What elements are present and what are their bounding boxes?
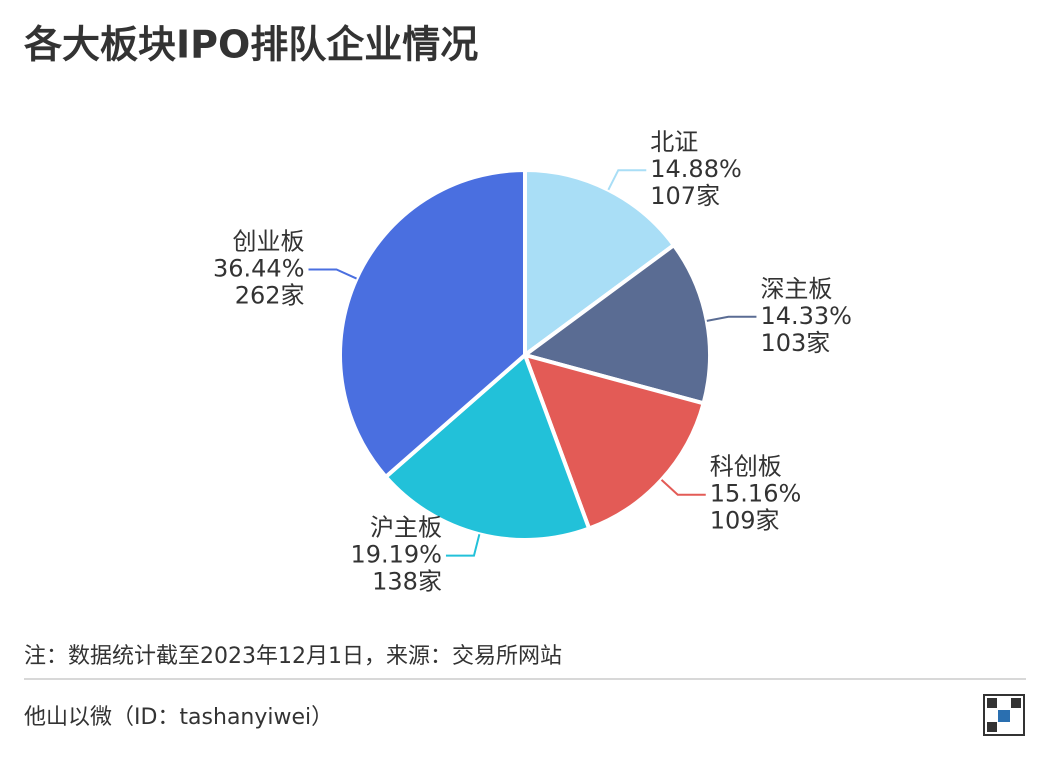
percent-label: 14.88% xyxy=(650,155,742,183)
slice-label: 科创板 xyxy=(710,453,782,481)
count-label: 262家 xyxy=(235,281,305,309)
slice-label: 沪主板 xyxy=(370,514,442,542)
note: 注：数据统计截至2023年12月1日，来源：交易所网站 xyxy=(24,644,562,669)
leader-line xyxy=(445,534,481,557)
pie-slice xyxy=(523,243,712,406)
count-label: 103家 xyxy=(760,329,830,357)
slice-label: 北证 xyxy=(650,128,698,156)
percent-label: 19.19% xyxy=(350,541,442,569)
leader-line xyxy=(308,268,357,280)
leader-line xyxy=(706,315,757,322)
percent-label: 15.16% xyxy=(710,480,802,508)
count-label: 138家 xyxy=(372,568,442,596)
slice-label: 创业板 xyxy=(233,227,305,255)
pie-slice xyxy=(523,353,706,531)
leader-line xyxy=(660,479,706,496)
percent-label: 14.33% xyxy=(760,302,852,330)
leader-line xyxy=(607,169,647,191)
footer: 他山以微（ID：tashanyiwei） xyxy=(24,705,333,730)
chart-title: 各大板块IPO排队企业情况 xyxy=(24,23,478,67)
percent-label: 36.44% xyxy=(213,254,305,282)
qr-code xyxy=(983,694,1025,736)
count-label: 109家 xyxy=(710,507,780,535)
count-label: 107家 xyxy=(650,182,720,210)
slice-label: 深主板 xyxy=(760,275,832,303)
